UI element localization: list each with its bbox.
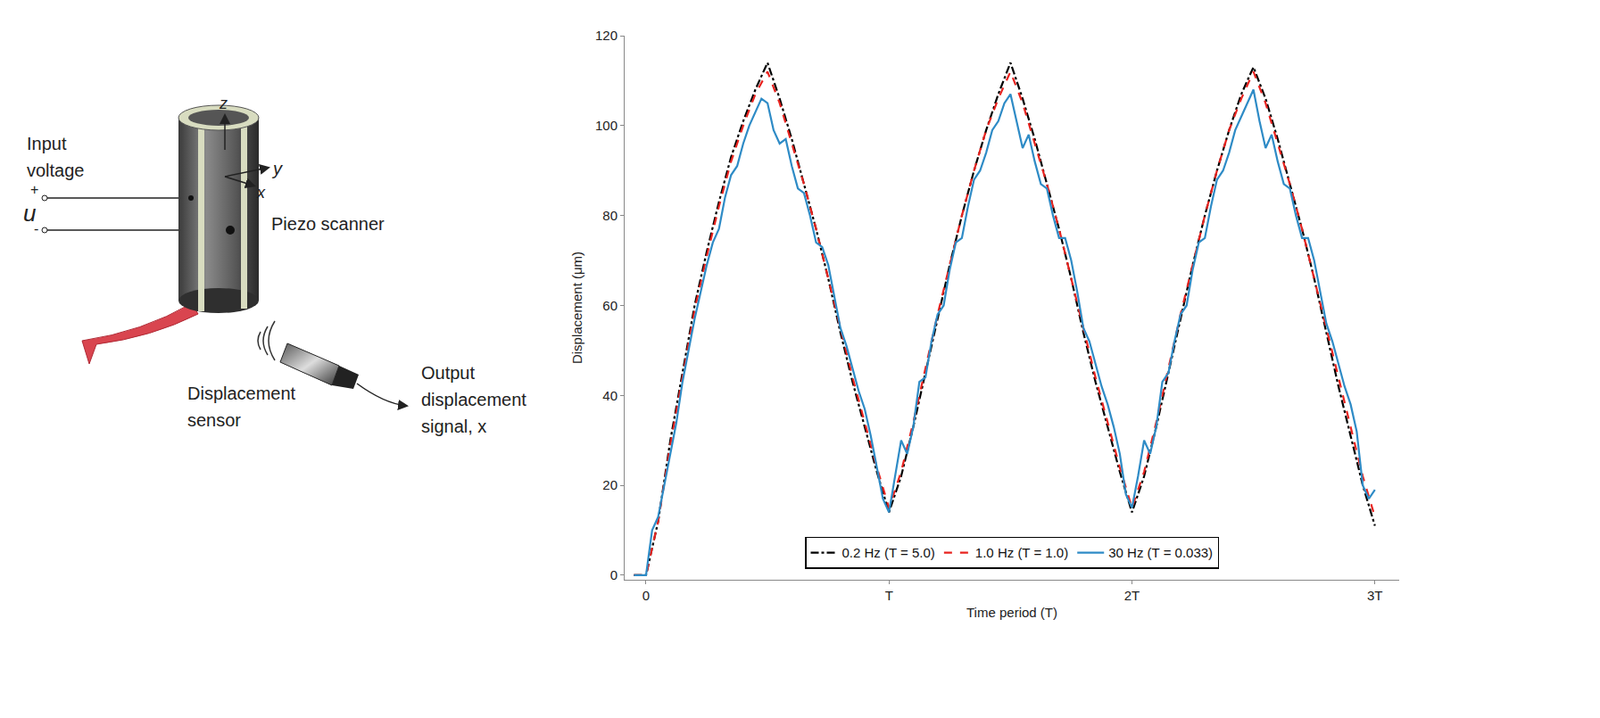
svg-text:80: 80 [602,207,618,224]
svg-text:Piezo scanner: Piezo scanner [271,214,385,234]
svg-text:signal, x: signal, x [421,416,487,437]
svg-text:30 Hz (T = 0.033): 30 Hz (T = 0.033) [1108,545,1213,561]
svg-text:Time period (T): Time period (T) [966,605,1058,621]
svg-text:-: - [33,221,39,237]
svg-text:y: y [271,158,283,179]
svg-text:sensor: sensor [187,410,241,431]
svg-text:0.2 Hz (T = 5.0): 0.2 Hz (T = 5.0) [842,545,936,561]
svg-text:3T: 3T [1367,588,1384,604]
svg-text:z: z [218,94,228,113]
svg-text:displacement: displacement [421,389,527,410]
svg-text:1.0 Hz (T = 1.0): 1.0 Hz (T = 1.0) [975,545,1069,561]
svg-text:0: 0 [642,588,650,604]
svg-text:T: T [885,588,894,604]
svg-text:20: 20 [602,477,618,493]
svg-text:Output: Output [421,363,475,383]
svg-text:+: + [30,182,39,198]
svg-text:40: 40 [602,388,618,404]
svg-text:2T: 2T [1124,588,1141,604]
svg-text:Input: Input [26,133,67,154]
svg-text:voltage: voltage [26,160,85,181]
svg-text:100: 100 [595,117,618,133]
svg-text:Displacement: Displacement [187,383,297,404]
svg-text:u: u [23,199,37,227]
svg-text:120: 120 [595,27,618,43]
svg-text:Displacement (μm): Displacement (μm) [569,251,585,365]
svg-text:0: 0 [610,567,618,583]
svg-text:x: x [256,183,266,202]
svg-text:60: 60 [602,298,618,314]
